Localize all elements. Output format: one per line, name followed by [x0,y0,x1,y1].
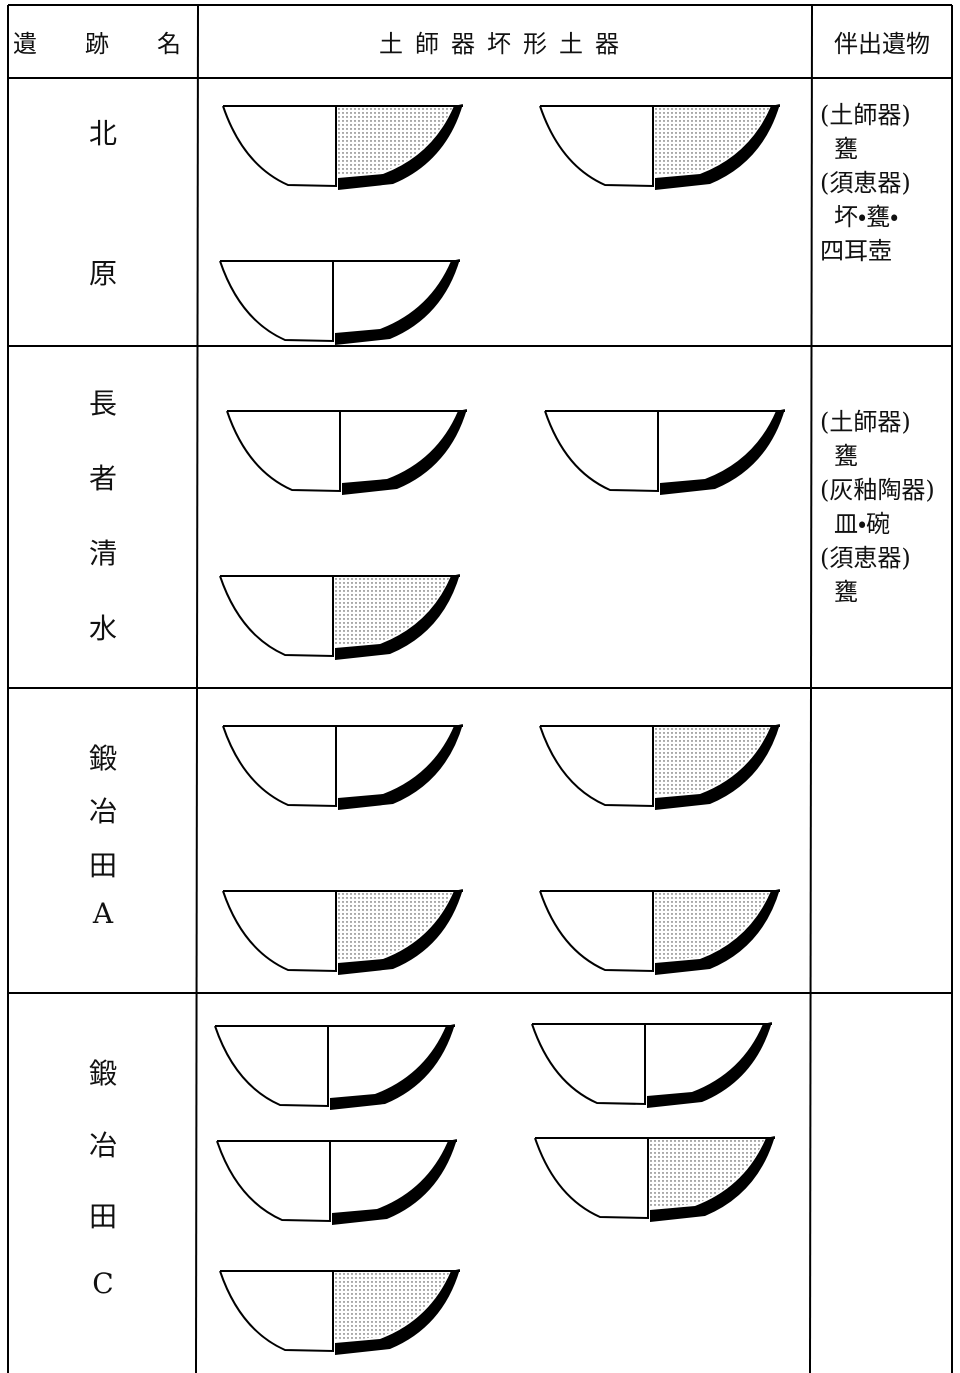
site-name-char: 田 [88,1200,117,1234]
finds-item: (土師器) [820,408,911,436]
site-name-char: 長 [88,387,117,420]
finds-item: 皿・碗 [834,510,891,538]
header-finds: 伴出遺物 [834,30,930,58]
finds-item: (灰釉陶器) [820,476,935,504]
finds-item: 甕 [834,578,858,606]
finds-item: 四耳壺 [820,237,892,265]
site-name-char: 清 [88,537,117,570]
finds-list: (土師器) 甕 (須恵器) 坏・甕・四耳壺 [820,98,952,268]
finds-item: (須恵器) [820,544,911,572]
site-name-char: 田 [88,848,117,882]
finds-item: 甕 [834,135,858,163]
site-name-char: 鍛 [88,1057,117,1090]
finds-item: 甕 [834,442,858,470]
site-name-char: 者 [88,462,117,495]
finds-item: (須恵器) [820,169,911,197]
header-site: 遺 跡 名 [13,30,193,58]
finds-item: 坏・甕・ [834,203,899,231]
site-name-char: A [92,897,114,930]
site-name-char: 水 [88,612,117,645]
site-name-char: C [92,1267,114,1300]
finds-item: (土師器) [820,101,911,129]
site-name-char: 鍛 [88,742,117,775]
bowl-drawings [214,104,786,1355]
site-name-char: 原 [88,257,117,290]
grid [7,4,953,1373]
site-name-char: 北 [88,117,117,150]
site-name-char: 冶 [88,1128,117,1162]
finds-list: (土師器) 甕 (灰釉陶器) 皿・碗 (須恵器) 甕 [820,405,952,609]
header-pottery: 土師器坏形土器 [379,30,631,58]
site-name-char: 冶 [88,795,117,829]
